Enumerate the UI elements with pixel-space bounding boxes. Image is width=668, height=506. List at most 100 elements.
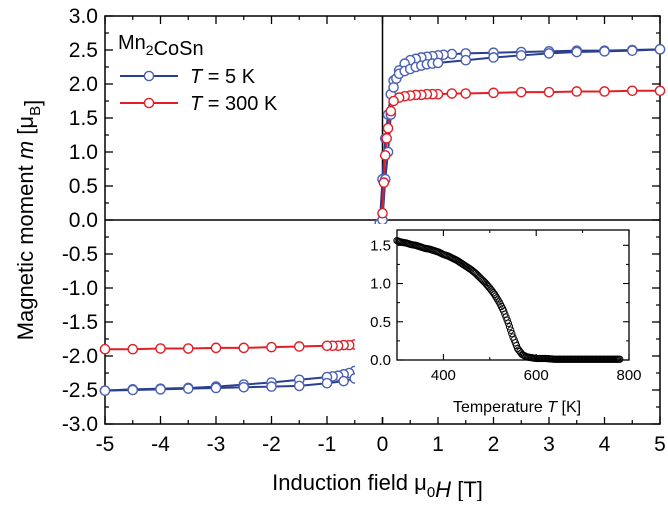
series-300K-point: [654, 85, 666, 97]
inset-point: [616, 355, 624, 363]
inset-point: [502, 313, 510, 321]
x-tick-label: -4: [151, 433, 170, 456]
inset-point: [500, 307, 508, 315]
y-tick-label: -1.5: [62, 311, 98, 334]
series-300K-line: [105, 89, 660, 351]
series-5K-point: [571, 46, 583, 58]
legend-5K-marker: [143, 70, 155, 82]
series-300K-point: [321, 340, 333, 352]
y-tick-label: -2.0: [62, 345, 98, 368]
series-300K-point: [515, 86, 527, 98]
series-5K-point: [182, 383, 194, 394]
y-tick-label: 1.5: [69, 107, 98, 130]
series-5K-point: [599, 46, 610, 57]
x-tick-label: -3: [207, 433, 226, 456]
series-5K-point: [238, 381, 250, 393]
series-300K-point: [182, 343, 194, 354]
x-tick-label: -5: [96, 433, 115, 456]
series-300K-point: [385, 105, 397, 117]
series-300K-point: [543, 86, 555, 98]
series-5K-point: [210, 382, 222, 394]
inset-point: [504, 319, 513, 327]
inset-y-tick-label: 0.5: [370, 314, 391, 331]
legend-300K-marker: [143, 97, 155, 109]
series-5K-point: [155, 384, 166, 395]
series-300K-point: [210, 342, 222, 354]
series-5K-point: [388, 82, 399, 93]
series-300K-point: [379, 150, 391, 161]
series-300K-point: [155, 343, 166, 354]
y-tick-label: 3.0: [69, 5, 98, 28]
y-tick-label: 2.0: [69, 73, 98, 96]
inset-point: [490, 290, 499, 298]
series-300K-point: [238, 342, 250, 354]
series-300K-point: [99, 343, 111, 355]
series-5K-point: [293, 380, 305, 392]
inset-point: [491, 292, 500, 300]
inset-x-tick-label: 600: [524, 367, 549, 384]
series-300K-point: [599, 86, 610, 97]
inset-point: [493, 294, 501, 302]
y-tick-label: 2.5: [69, 39, 98, 62]
y-axis-title: Magnetic moment m [μB]: [13, 100, 45, 341]
series-300K-point: [266, 341, 277, 353]
legend-5K-label: T = 5 K: [190, 66, 256, 88]
series-5K-point: [321, 377, 333, 389]
inset-point: [505, 323, 514, 331]
series-300K-point: [381, 133, 392, 144]
series-300K-point: [127, 343, 139, 355]
sample-label: Mn2CoSn: [118, 32, 204, 60]
y-tick-label: -2.5: [62, 379, 98, 402]
inset-x-tick-label: 400: [431, 367, 456, 384]
inset-point: [494, 296, 502, 304]
inset-y-tick-label: 1.0: [370, 276, 391, 293]
x-tick-label: 3: [543, 433, 555, 456]
x-tick-label: 0: [377, 433, 389, 456]
inset-y-tick-label: 1.5: [370, 237, 391, 254]
series-300K-point: [293, 341, 305, 352]
series-300K-point: [388, 95, 399, 107]
series-5K-point: [654, 44, 666, 55]
legend-300K-label: T = 300 K: [190, 93, 278, 115]
series-5K-point: [488, 52, 499, 63]
series-300K-point: [571, 86, 583, 97]
x-tick-label: 4: [599, 433, 611, 456]
series-300K-point: [382, 122, 394, 134]
inset-point: [507, 326, 515, 334]
x-tick-label: 1: [432, 433, 444, 456]
y-tick-label: 0.5: [69, 175, 98, 198]
y-tick-label: 1.0: [69, 141, 98, 164]
inset-plot: 400 600 800 0.0 0.5 1.0 1.5 Temperature T [K]: [355, 224, 645, 417]
main-plot: -5 -4 -3 -2 -1 0 1 2 3 4 5 3.0 2.5 2.0 1.5 1.0 0.5 0.0 -0.…: [13, 5, 666, 502]
y-tick-label: -0.5: [62, 243, 98, 266]
series-5K-point: [626, 45, 638, 56]
x-tick-label: -2: [262, 433, 281, 456]
series-5K-point: [338, 375, 349, 387]
series-5K-point: [460, 54, 472, 66]
y-tick-label: -1.0: [62, 277, 98, 300]
y-tick-label: 0.0: [69, 209, 98, 232]
inset-x-tick-label: 800: [616, 367, 641, 384]
series-300K-point: [460, 88, 472, 99]
x-tick-label: -1: [318, 433, 337, 456]
series-300K-point: [377, 207, 388, 219]
inset-point: [501, 310, 509, 318]
series-300K-point: [488, 87, 499, 99]
series-5K-point: [543, 48, 555, 59]
series-300K-point: [626, 85, 638, 97]
legend: Mn2CoSn T = 5 K T = 300 K: [118, 32, 278, 115]
series-5K-point: [127, 384, 139, 396]
series-5K-point: [99, 385, 111, 396]
series-5K-point: [515, 50, 527, 61]
series-300K-point: [446, 88, 458, 99]
inset-y-tick-label: 0.0: [370, 352, 391, 369]
y-tick-label: -3.0: [62, 413, 98, 436]
x-tick-label: 2: [488, 433, 500, 456]
series-300K-point: [378, 177, 390, 188]
series-5K-point: [266, 381, 277, 392]
x-axis-title: Induction field μ0H [T]: [272, 470, 483, 501]
series-5K-point: [432, 57, 444, 69]
x-tick-label: 5: [654, 433, 666, 456]
